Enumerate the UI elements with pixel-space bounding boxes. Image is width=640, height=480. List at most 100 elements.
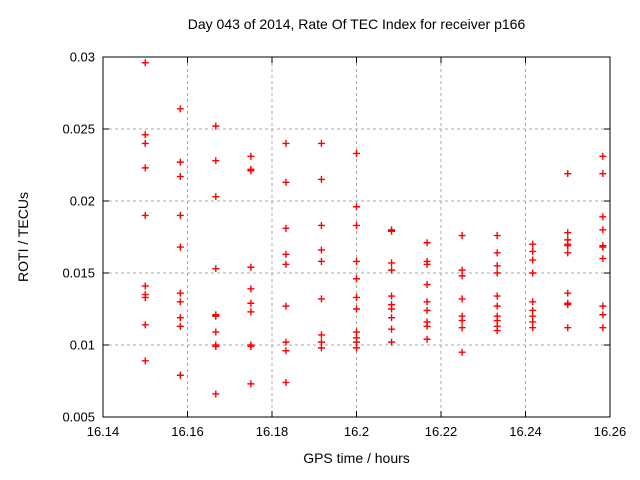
data-point [247,285,255,293]
data-point [388,338,396,346]
data-point [529,256,537,264]
data-point [247,263,255,271]
data-point [493,262,501,270]
data-point [247,167,255,175]
data-point [141,211,149,219]
data-point [247,152,255,160]
data-point [212,342,220,350]
data-point [388,314,396,322]
data-point [599,302,607,310]
x-tick-label: 16.24 [509,424,542,439]
data-point [388,227,396,235]
data-point [353,344,360,352]
data-point [599,324,607,332]
data-point [388,305,396,313]
data-point [423,281,431,289]
x-tick-label: 16.22 [425,424,458,439]
data-point [493,269,501,277]
data-point [493,327,501,335]
data-point [282,250,290,258]
data-point [317,139,325,147]
data-point [388,266,396,274]
data-point [212,157,220,165]
y-tick-label: 0.03 [70,50,95,65]
data-point [423,306,431,314]
data-point [212,328,220,336]
data-point [247,299,255,307]
data-point [317,257,325,265]
x-tick-label: 16.16 [171,424,204,439]
data-point [599,213,607,221]
data-point [564,289,572,297]
data-point [599,243,607,251]
data-point [458,232,466,240]
data-point [176,298,184,306]
x-axis-label: GPS time / hours [303,450,410,466]
x-tick-label: 16.18 [256,424,289,439]
data-point [529,324,537,332]
data-point [353,257,360,265]
data-point [599,170,607,178]
data-point [212,122,220,130]
data-point [529,240,537,248]
data-point [493,232,501,240]
data-point [282,260,290,268]
data-point [599,311,607,319]
data-point [176,371,184,379]
data-point [423,260,431,268]
data-point [353,221,360,229]
data-point [423,239,431,247]
data-point [423,298,431,306]
data-point [564,301,572,309]
data-point [282,378,290,386]
data-point [388,325,396,333]
data-point [141,139,149,147]
data-point [176,322,184,330]
data-point [423,335,431,343]
data-point [529,247,537,255]
data-point [493,292,501,300]
data-point [458,272,466,280]
data-point [212,265,220,273]
data-point [176,243,184,251]
data-point [282,302,290,310]
data-point [141,321,149,329]
chart-title: Day 043 of 2014, Rate Of TEC Index for r… [187,16,526,32]
data-point [176,314,184,322]
data-point [353,203,360,211]
data-point [317,221,325,229]
data-point [247,342,255,350]
data-point [176,211,184,219]
data-point [599,152,607,160]
x-tick-label: 16.14 [87,424,120,439]
data-point [458,295,466,303]
data-point [458,317,466,325]
data-point [141,293,149,301]
data-point [141,164,149,172]
data-point [317,175,325,183]
data-point [353,305,360,313]
data-point [353,293,360,301]
data-point [247,308,255,316]
data-point [317,344,325,352]
y-tick-label: 0.01 [70,338,95,353]
data-point [141,59,149,67]
data-point [388,259,396,267]
data-point [212,390,220,398]
data-point [176,173,184,181]
data-point [564,170,572,178]
data-point [564,242,572,250]
data-point [176,158,184,166]
y-tick-label: 0.005 [62,410,95,425]
data-point [141,282,149,290]
data-point [317,331,325,339]
data-point [423,322,431,330]
data-point [599,226,607,234]
data-point [317,295,325,303]
data-point [353,275,360,283]
data-point [493,302,501,310]
data-point [458,324,466,332]
data-point [458,348,466,356]
